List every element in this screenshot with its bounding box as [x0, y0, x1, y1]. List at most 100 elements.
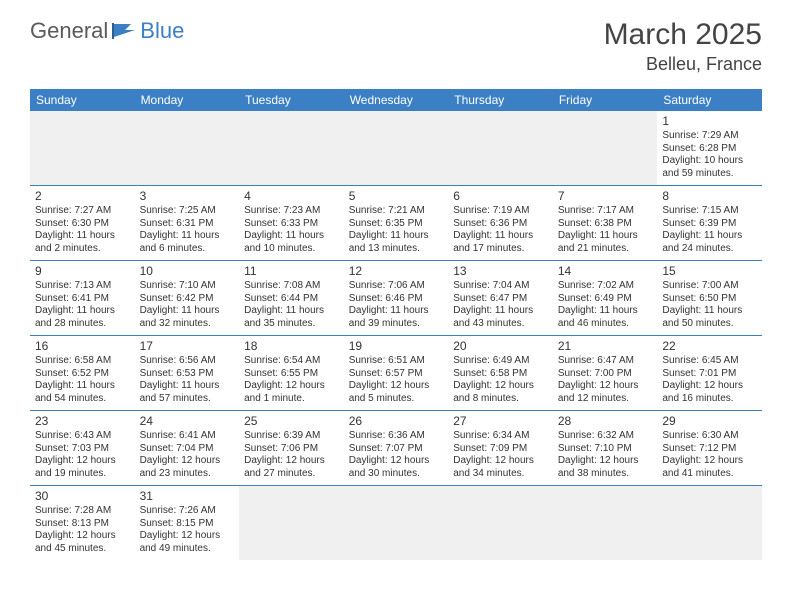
- day-info: Sunrise: 7:02 AMSunset: 6:49 PMDaylight:…: [558, 280, 653, 330]
- calendar-cell: 31Sunrise: 7:26 AMSunset: 8:15 PMDayligh…: [135, 486, 240, 561]
- day-number: 30: [35, 489, 130, 504]
- day-number: 22: [662, 339, 757, 354]
- calendar-cell: [135, 111, 240, 186]
- title-month: March 2025: [604, 18, 762, 52]
- day-number: 29: [662, 414, 757, 429]
- day-number: 25: [244, 414, 339, 429]
- calendar-cell: [553, 111, 658, 186]
- calendar-cell: 24Sunrise: 6:41 AMSunset: 7:04 PMDayligh…: [135, 411, 240, 486]
- weekday-header: Monday: [135, 89, 240, 111]
- day-info: Sunrise: 7:28 AMSunset: 8:13 PMDaylight:…: [35, 505, 130, 555]
- day-number: 13: [453, 264, 548, 279]
- day-number: 12: [349, 264, 444, 279]
- calendar-cell: [239, 111, 344, 186]
- calendar-cell: 8Sunrise: 7:15 AMSunset: 6:39 PMDaylight…: [657, 186, 762, 261]
- day-number: 31: [140, 489, 235, 504]
- calendar-cell: 30Sunrise: 7:28 AMSunset: 8:13 PMDayligh…: [30, 486, 135, 561]
- day-number: 20: [453, 339, 548, 354]
- day-info: Sunrise: 7:17 AMSunset: 6:38 PMDaylight:…: [558, 205, 653, 255]
- calendar-cell: [344, 111, 449, 186]
- day-info: Sunrise: 7:25 AMSunset: 6:31 PMDaylight:…: [140, 205, 235, 255]
- day-info: Sunrise: 7:23 AMSunset: 6:33 PMDaylight:…: [244, 205, 339, 255]
- day-number: 11: [244, 264, 339, 279]
- calendar-row: 23Sunrise: 6:43 AMSunset: 7:03 PMDayligh…: [30, 411, 762, 486]
- day-number: 6: [453, 189, 548, 204]
- day-number: 9: [35, 264, 130, 279]
- calendar-cell: [448, 486, 553, 561]
- calendar-row: 30Sunrise: 7:28 AMSunset: 8:13 PMDayligh…: [30, 486, 762, 561]
- calendar-cell: 9Sunrise: 7:13 AMSunset: 6:41 PMDaylight…: [30, 261, 135, 336]
- calendar-cell: 14Sunrise: 7:02 AMSunset: 6:49 PMDayligh…: [553, 261, 658, 336]
- calendar-cell: [448, 111, 553, 186]
- calendar-cell: 11Sunrise: 7:08 AMSunset: 6:44 PMDayligh…: [239, 261, 344, 336]
- brand-name-2: Blue: [140, 18, 184, 44]
- calendar-cell: 17Sunrise: 6:56 AMSunset: 6:53 PMDayligh…: [135, 336, 240, 411]
- day-number: 16: [35, 339, 130, 354]
- day-info: Sunrise: 6:56 AMSunset: 6:53 PMDaylight:…: [140, 355, 235, 405]
- day-info: Sunrise: 7:06 AMSunset: 6:46 PMDaylight:…: [349, 280, 444, 330]
- weekday-header: Saturday: [657, 89, 762, 111]
- title-location: Belleu, France: [604, 54, 762, 75]
- day-info: Sunrise: 7:27 AMSunset: 6:30 PMDaylight:…: [35, 205, 130, 255]
- calendar-cell: 12Sunrise: 7:06 AMSunset: 6:46 PMDayligh…: [344, 261, 449, 336]
- day-number: 10: [140, 264, 235, 279]
- day-number: 17: [140, 339, 235, 354]
- brand-name-1: General: [30, 18, 108, 44]
- calendar-cell: 27Sunrise: 6:34 AMSunset: 7:09 PMDayligh…: [448, 411, 553, 486]
- calendar-cell: 23Sunrise: 6:43 AMSunset: 7:03 PMDayligh…: [30, 411, 135, 486]
- weekday-header: Thursday: [448, 89, 553, 111]
- calendar-cell: 6Sunrise: 7:19 AMSunset: 6:36 PMDaylight…: [448, 186, 553, 261]
- header: General Blue March 2025 Belleu, France: [0, 0, 792, 81]
- day-number: 21: [558, 339, 653, 354]
- day-number: 27: [453, 414, 548, 429]
- calendar-cell: 26Sunrise: 6:36 AMSunset: 7:07 PMDayligh…: [344, 411, 449, 486]
- day-number: 23: [35, 414, 130, 429]
- day-info: Sunrise: 7:29 AMSunset: 6:28 PMDaylight:…: [662, 130, 757, 180]
- calendar-cell: 20Sunrise: 6:49 AMSunset: 6:58 PMDayligh…: [448, 336, 553, 411]
- day-info: Sunrise: 6:45 AMSunset: 7:01 PMDaylight:…: [662, 355, 757, 405]
- day-info: Sunrise: 6:54 AMSunset: 6:55 PMDaylight:…: [244, 355, 339, 405]
- day-info: Sunrise: 6:43 AMSunset: 7:03 PMDaylight:…: [35, 430, 130, 480]
- day-info: Sunrise: 7:15 AMSunset: 6:39 PMDaylight:…: [662, 205, 757, 255]
- calendar-cell: 16Sunrise: 6:58 AMSunset: 6:52 PMDayligh…: [30, 336, 135, 411]
- day-info: Sunrise: 6:32 AMSunset: 7:10 PMDaylight:…: [558, 430, 653, 480]
- calendar-cell: 18Sunrise: 6:54 AMSunset: 6:55 PMDayligh…: [239, 336, 344, 411]
- calendar-body: 1Sunrise: 7:29 AMSunset: 6:28 PMDaylight…: [30, 111, 762, 560]
- brand-logo: General Blue: [30, 18, 184, 44]
- day-number: 24: [140, 414, 235, 429]
- weekday-header: Sunday: [30, 89, 135, 111]
- day-info: Sunrise: 7:26 AMSunset: 8:15 PMDaylight:…: [140, 505, 235, 555]
- day-number: 4: [244, 189, 339, 204]
- day-info: Sunrise: 7:08 AMSunset: 6:44 PMDaylight:…: [244, 280, 339, 330]
- day-number: 2: [35, 189, 130, 204]
- calendar-table: Sunday Monday Tuesday Wednesday Thursday…: [30, 89, 762, 560]
- calendar-cell: 1Sunrise: 7:29 AMSunset: 6:28 PMDaylight…: [657, 111, 762, 186]
- day-info: Sunrise: 6:34 AMSunset: 7:09 PMDaylight:…: [453, 430, 548, 480]
- title-block: March 2025 Belleu, France: [604, 18, 762, 75]
- day-number: 18: [244, 339, 339, 354]
- day-number: 26: [349, 414, 444, 429]
- day-info: Sunrise: 7:04 AMSunset: 6:47 PMDaylight:…: [453, 280, 548, 330]
- calendar-row: 16Sunrise: 6:58 AMSunset: 6:52 PMDayligh…: [30, 336, 762, 411]
- day-number: 15: [662, 264, 757, 279]
- day-info: Sunrise: 6:39 AMSunset: 7:06 PMDaylight:…: [244, 430, 339, 480]
- weekday-header: Tuesday: [239, 89, 344, 111]
- weekday-header: Wednesday: [344, 89, 449, 111]
- day-number: 3: [140, 189, 235, 204]
- day-info: Sunrise: 6:51 AMSunset: 6:57 PMDaylight:…: [349, 355, 444, 405]
- calendar-row: 9Sunrise: 7:13 AMSunset: 6:41 PMDaylight…: [30, 261, 762, 336]
- day-number: 5: [349, 189, 444, 204]
- day-number: 19: [349, 339, 444, 354]
- day-number: 14: [558, 264, 653, 279]
- calendar-cell: 21Sunrise: 6:47 AMSunset: 7:00 PMDayligh…: [553, 336, 658, 411]
- calendar-cell: [657, 486, 762, 561]
- calendar-cell: 19Sunrise: 6:51 AMSunset: 6:57 PMDayligh…: [344, 336, 449, 411]
- day-info: Sunrise: 7:21 AMSunset: 6:35 PMDaylight:…: [349, 205, 444, 255]
- day-number: 1: [662, 114, 757, 129]
- calendar-cell: 29Sunrise: 6:30 AMSunset: 7:12 PMDayligh…: [657, 411, 762, 486]
- day-info: Sunrise: 6:30 AMSunset: 7:12 PMDaylight:…: [662, 430, 757, 480]
- calendar-cell: 3Sunrise: 7:25 AMSunset: 6:31 PMDaylight…: [135, 186, 240, 261]
- flag-icon: [111, 21, 137, 41]
- day-info: Sunrise: 7:00 AMSunset: 6:50 PMDaylight:…: [662, 280, 757, 330]
- day-info: Sunrise: 7:13 AMSunset: 6:41 PMDaylight:…: [35, 280, 130, 330]
